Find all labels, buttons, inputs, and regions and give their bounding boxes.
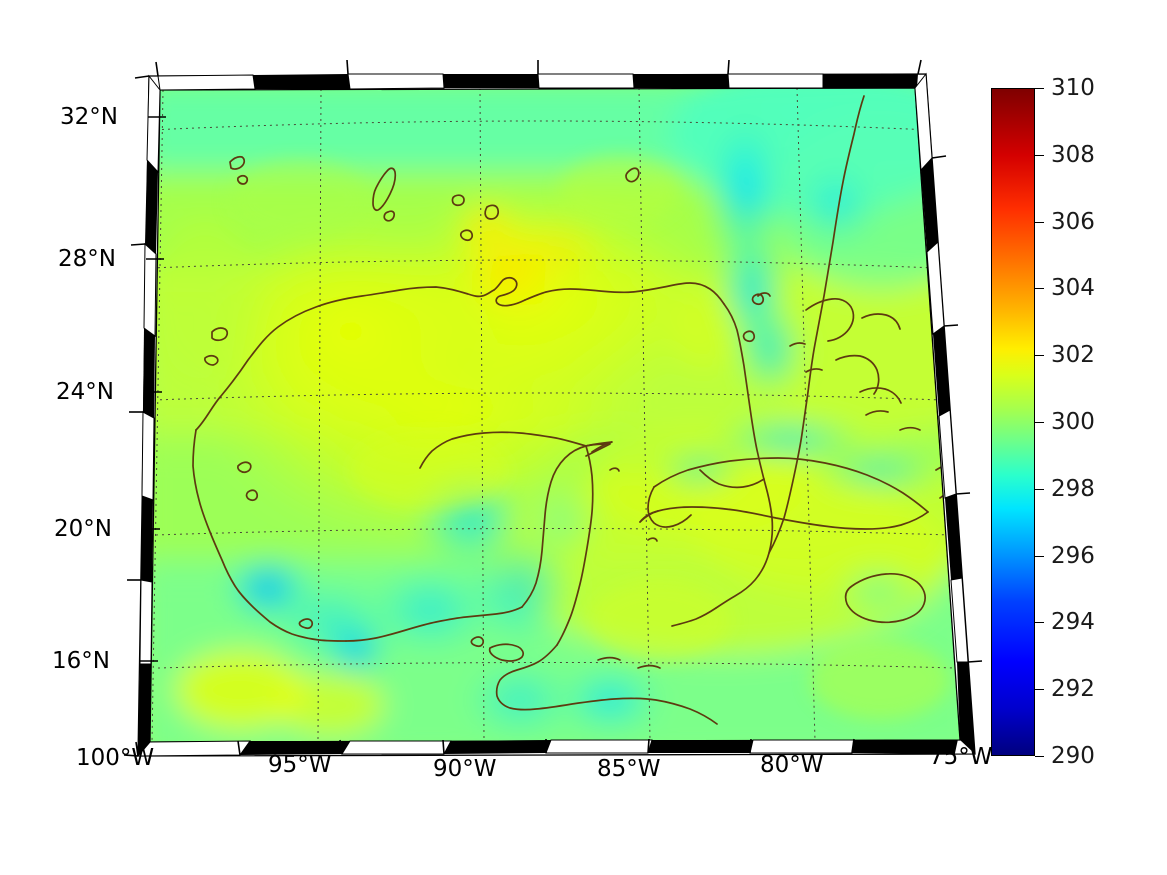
colorbar-label-298: 298: [1051, 475, 1095, 502]
colorbar-label-300: 300: [1051, 409, 1095, 435]
colorbar-gradient: [991, 88, 1035, 756]
lon-tick-label-85w: 85°W: [597, 756, 661, 782]
colorbar-label-290: 290: [1051, 743, 1095, 769]
colorbar-label-306: 306: [1051, 208, 1095, 235]
lon-tick-label-100w: 100°W: [76, 745, 155, 771]
colorbar-tick-300: [1035, 422, 1044, 423]
colorbar-label-302: 302: [1051, 342, 1095, 369]
lat-tick-label-24n: 24°N: [56, 379, 114, 405]
lon-tick-label-95w: 95°W: [268, 752, 332, 778]
colorbar-tick-298: [1035, 488, 1044, 490]
colorbar-tick-302: [1035, 355, 1044, 357]
colorbar-label-308: 308: [1051, 141, 1095, 168]
lon-tick-label-75w: 75°W: [929, 744, 993, 770]
lon-tick-label-80w: 80°W: [760, 752, 824, 778]
coastline-layer: [192, 95, 960, 725]
colorbar-tick-306: [1035, 221, 1044, 223]
colorbar-label-292: 292: [1051, 676, 1095, 703]
lat-tick-label-28n: 28°N: [58, 246, 116, 272]
colorbar-tick-304: [1035, 288, 1044, 290]
colorbar-tick-292: [1035, 689, 1044, 691]
colorbar-tick-310: [1035, 88, 1044, 89]
colorbar-label-304: 304: [1051, 275, 1095, 302]
colorbar-tick-296: [1035, 555, 1044, 557]
colorbar-tick-294: [1035, 622, 1044, 624]
sst-field: [150, 88, 960, 742]
colorbar-tick-308: [1035, 154, 1044, 156]
colorbar[interactable]: 310 308 306 304 302 300 298 296 294 292 …: [991, 75, 1095, 769]
colorbar-label-294: 294: [1051, 609, 1095, 636]
lat-tick-label-20n: 20°N: [54, 516, 112, 542]
lat-tick-label-16n: 16°N: [52, 648, 110, 674]
colorbar-tick-290: [1035, 756, 1044, 757]
colorbar-label-296: 296: [1051, 542, 1095, 569]
colorbar-label-310: 310: [1051, 75, 1095, 101]
lon-tick-label-90w: 90°W: [433, 756, 497, 782]
map-frame-border: [123, 59, 983, 757]
lat-tick-label-32n: 32°N: [60, 104, 118, 130]
